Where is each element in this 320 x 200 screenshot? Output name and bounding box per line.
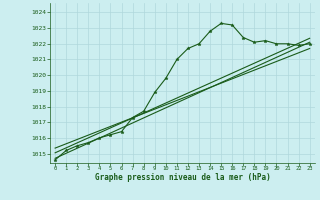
X-axis label: Graphe pression niveau de la mer (hPa): Graphe pression niveau de la mer (hPa): [94, 173, 270, 182]
